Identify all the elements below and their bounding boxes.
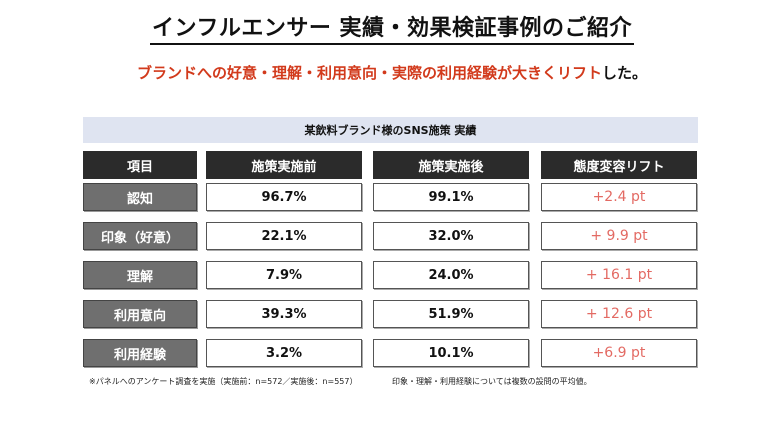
value-after: 99.1%	[373, 183, 529, 211]
value-before: 39.3%	[206, 300, 362, 328]
row-label: 認知	[83, 183, 197, 211]
header-after: 施策実施後	[373, 151, 529, 179]
value-lift: + 12.6 pt	[541, 300, 697, 328]
value-lift: + 16.1 pt	[541, 261, 697, 289]
value-lift: +2.4 pt	[541, 183, 697, 211]
row-label: 理解	[83, 261, 197, 289]
value-before: 3.2%	[206, 339, 362, 367]
row-label: 利用意向	[83, 300, 197, 328]
value-before: 22.1%	[206, 222, 362, 250]
value-after: 10.1%	[373, 339, 529, 367]
row-label: 印象（好意）	[83, 222, 197, 250]
value-after: 32.0%	[373, 222, 529, 250]
value-before: 96.7%	[206, 183, 362, 211]
header-item: 項目	[83, 151, 197, 179]
row-label: 利用経験	[83, 339, 197, 367]
value-lift: + 9.9 pt	[541, 222, 697, 250]
value-after: 24.0%	[373, 261, 529, 289]
page-subtitle: ブランドへの好意・理解・利用意向・実際の利用経験が大きくリフトした。	[0, 62, 784, 83]
page-title: インフルエンサー 実績・効果検証事例のご紹介	[0, 10, 784, 45]
footnote-survey: ※パネルへのアンケート調査を実施（実施前：n=572／実施後：n=557）	[89, 377, 358, 386]
footnote-average: 印象・理解・利用経験については複数の設問の平均値。	[392, 377, 592, 386]
header-lift: 態度変容リフト	[541, 151, 697, 179]
table-caption: 某飲料ブランド様のSNS施策 実績	[83, 117, 698, 143]
header-before: 施策実施前	[206, 151, 362, 179]
value-lift: +6.9 pt	[541, 339, 697, 367]
value-after: 51.9%	[373, 300, 529, 328]
subtitle-tail: した。	[602, 64, 648, 82]
value-before: 7.9%	[206, 261, 362, 289]
subtitle-highlight: ブランドへの好意・理解・利用意向・実際の利用経験が大きくリフト	[136, 64, 602, 82]
